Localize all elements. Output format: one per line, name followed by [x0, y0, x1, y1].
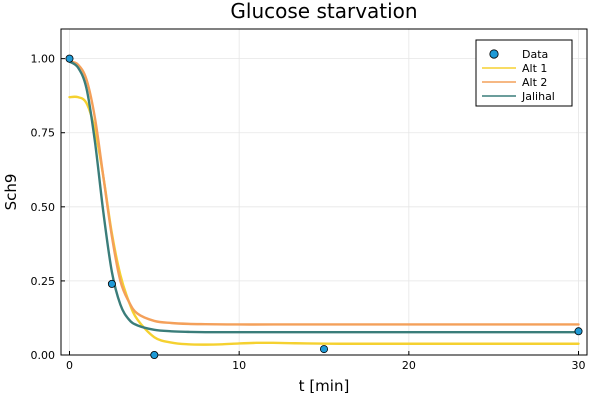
data-point — [150, 350, 159, 359]
axis-ticks: 0 10 20 30 0.00 0.25 0.50 0.75 1.00 — [31, 53, 586, 372]
y-tick-label: 0.75 — [31, 127, 56, 140]
plot-frame — [60, 28, 588, 356]
series-line-alt-1 — [68, 95, 580, 346]
x-tick-label: 10 — [232, 359, 246, 372]
x-axis-label: t [min] — [299, 377, 350, 395]
legend-label: Alt 2 — [522, 76, 547, 89]
series-line-alt-2 — [68, 60, 580, 326]
legend-label: Jalihal — [521, 90, 555, 103]
y-tick-label: 0.50 — [31, 201, 56, 214]
y-tick-label: 0.00 — [31, 349, 56, 362]
legend-marker-data — [489, 49, 499, 59]
series-line-jalihal — [68, 60, 580, 334]
y-tick-label: 1.00 — [31, 53, 56, 66]
series-lines — [68, 60, 580, 346]
x-tick-label: 20 — [402, 359, 416, 372]
scatter-points — [65, 54, 583, 359]
y-tick-label: 0.25 — [31, 275, 56, 288]
data-point — [319, 345, 328, 354]
data-point — [65, 54, 74, 63]
chart-title: Glucose starvation — [230, 0, 417, 23]
x-tick-label: 0 — [66, 359, 73, 372]
legend-label: Alt 1 — [522, 62, 547, 75]
x-tick-label: 30 — [572, 359, 586, 372]
data-point — [107, 279, 116, 288]
data-point — [574, 327, 583, 336]
legend-label: Data — [522, 48, 548, 61]
y-axis-label: Sch9 — [2, 174, 20, 211]
